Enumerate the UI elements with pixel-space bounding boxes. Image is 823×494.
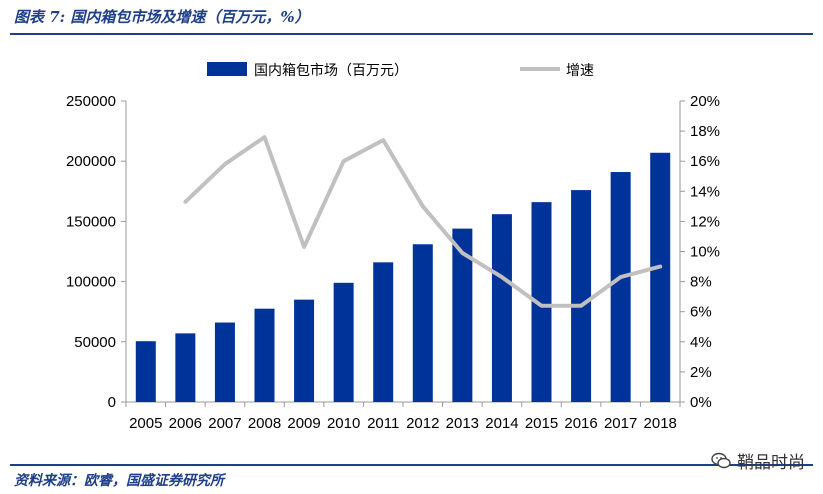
bottom-rule bbox=[10, 464, 813, 466]
bar bbox=[452, 228, 473, 402]
right-tick-label: 18% bbox=[690, 123, 720, 140]
legend: 国内箱包市场（百万元） 增速 bbox=[207, 62, 594, 78]
chart-title: 图表 7: 国内箱包市场及增速（百万元，%） bbox=[14, 8, 310, 26]
x-tick-label: 2017 bbox=[604, 415, 637, 432]
watermark: 鞘品时尚 bbox=[711, 448, 805, 473]
bar bbox=[175, 333, 196, 402]
bar bbox=[333, 282, 354, 402]
x-tick-label: 2005 bbox=[129, 415, 162, 432]
bar bbox=[214, 322, 235, 402]
left-tick-label: 0 bbox=[108, 394, 116, 411]
bar bbox=[531, 202, 552, 402]
bar bbox=[491, 214, 512, 402]
bar bbox=[412, 244, 433, 402]
x-tick-label: 2012 bbox=[406, 415, 439, 432]
bar bbox=[254, 308, 275, 402]
x-tick-label: 2008 bbox=[248, 415, 281, 432]
source-note: 资料来源：欧睿，国盛证券研究所 bbox=[14, 473, 224, 489]
x-tick-label: 2009 bbox=[287, 415, 320, 432]
watermark-text: 鞘品时尚 bbox=[737, 453, 805, 473]
bar bbox=[650, 152, 671, 402]
bar bbox=[135, 341, 156, 402]
right-tick-label: 14% bbox=[690, 183, 720, 200]
right-tick-label: 4% bbox=[690, 334, 712, 351]
bar bbox=[373, 262, 394, 402]
bar-series bbox=[135, 152, 671, 402]
x-tick-label: 2014 bbox=[485, 415, 518, 432]
right-tick-label: 10% bbox=[690, 244, 720, 261]
bar bbox=[571, 190, 592, 402]
x-tick-label: 2013 bbox=[446, 415, 479, 432]
left-tick-label: 150000 bbox=[66, 213, 116, 230]
legend-label-line: 增速 bbox=[566, 62, 594, 78]
growth-line bbox=[183, 135, 663, 308]
legend-label-bars: 国内箱包市场（百万元） bbox=[254, 62, 408, 78]
x-tick-label: 2007 bbox=[208, 415, 241, 432]
tick-labels: 0 50000 100000 150000 200000 250000 0% 2% 4% 6% 8%… bbox=[66, 93, 720, 432]
x-tick-label: 2011 bbox=[367, 415, 399, 432]
right-tick-label: 2% bbox=[690, 364, 712, 381]
x-tick-label: 2016 bbox=[564, 415, 597, 432]
left-tick-label: 250000 bbox=[66, 93, 116, 110]
x-tick-label: 2006 bbox=[169, 415, 202, 432]
left-tick-label: 50000 bbox=[74, 334, 116, 351]
right-tick-label: 20% bbox=[690, 93, 720, 110]
right-tick-label: 16% bbox=[690, 153, 720, 170]
right-tick-label: 6% bbox=[690, 304, 712, 321]
right-tick-label: 12% bbox=[690, 213, 720, 230]
top-rule bbox=[10, 33, 813, 35]
growth-line-series bbox=[183, 135, 663, 308]
left-tick-label: 100000 bbox=[66, 274, 116, 291]
legend-swatch-bars bbox=[207, 62, 247, 76]
x-tick-label: 2015 bbox=[525, 415, 558, 432]
wechat-icon bbox=[711, 452, 731, 468]
bar bbox=[294, 299, 315, 402]
x-tick-label: 2018 bbox=[644, 415, 677, 432]
left-tick-label: 200000 bbox=[66, 153, 116, 170]
right-tick-label: 8% bbox=[690, 274, 712, 291]
right-tick-label: 0% bbox=[690, 394, 712, 411]
bar bbox=[610, 172, 631, 402]
axes bbox=[121, 100, 685, 407]
x-tick-label: 2010 bbox=[327, 415, 360, 432]
